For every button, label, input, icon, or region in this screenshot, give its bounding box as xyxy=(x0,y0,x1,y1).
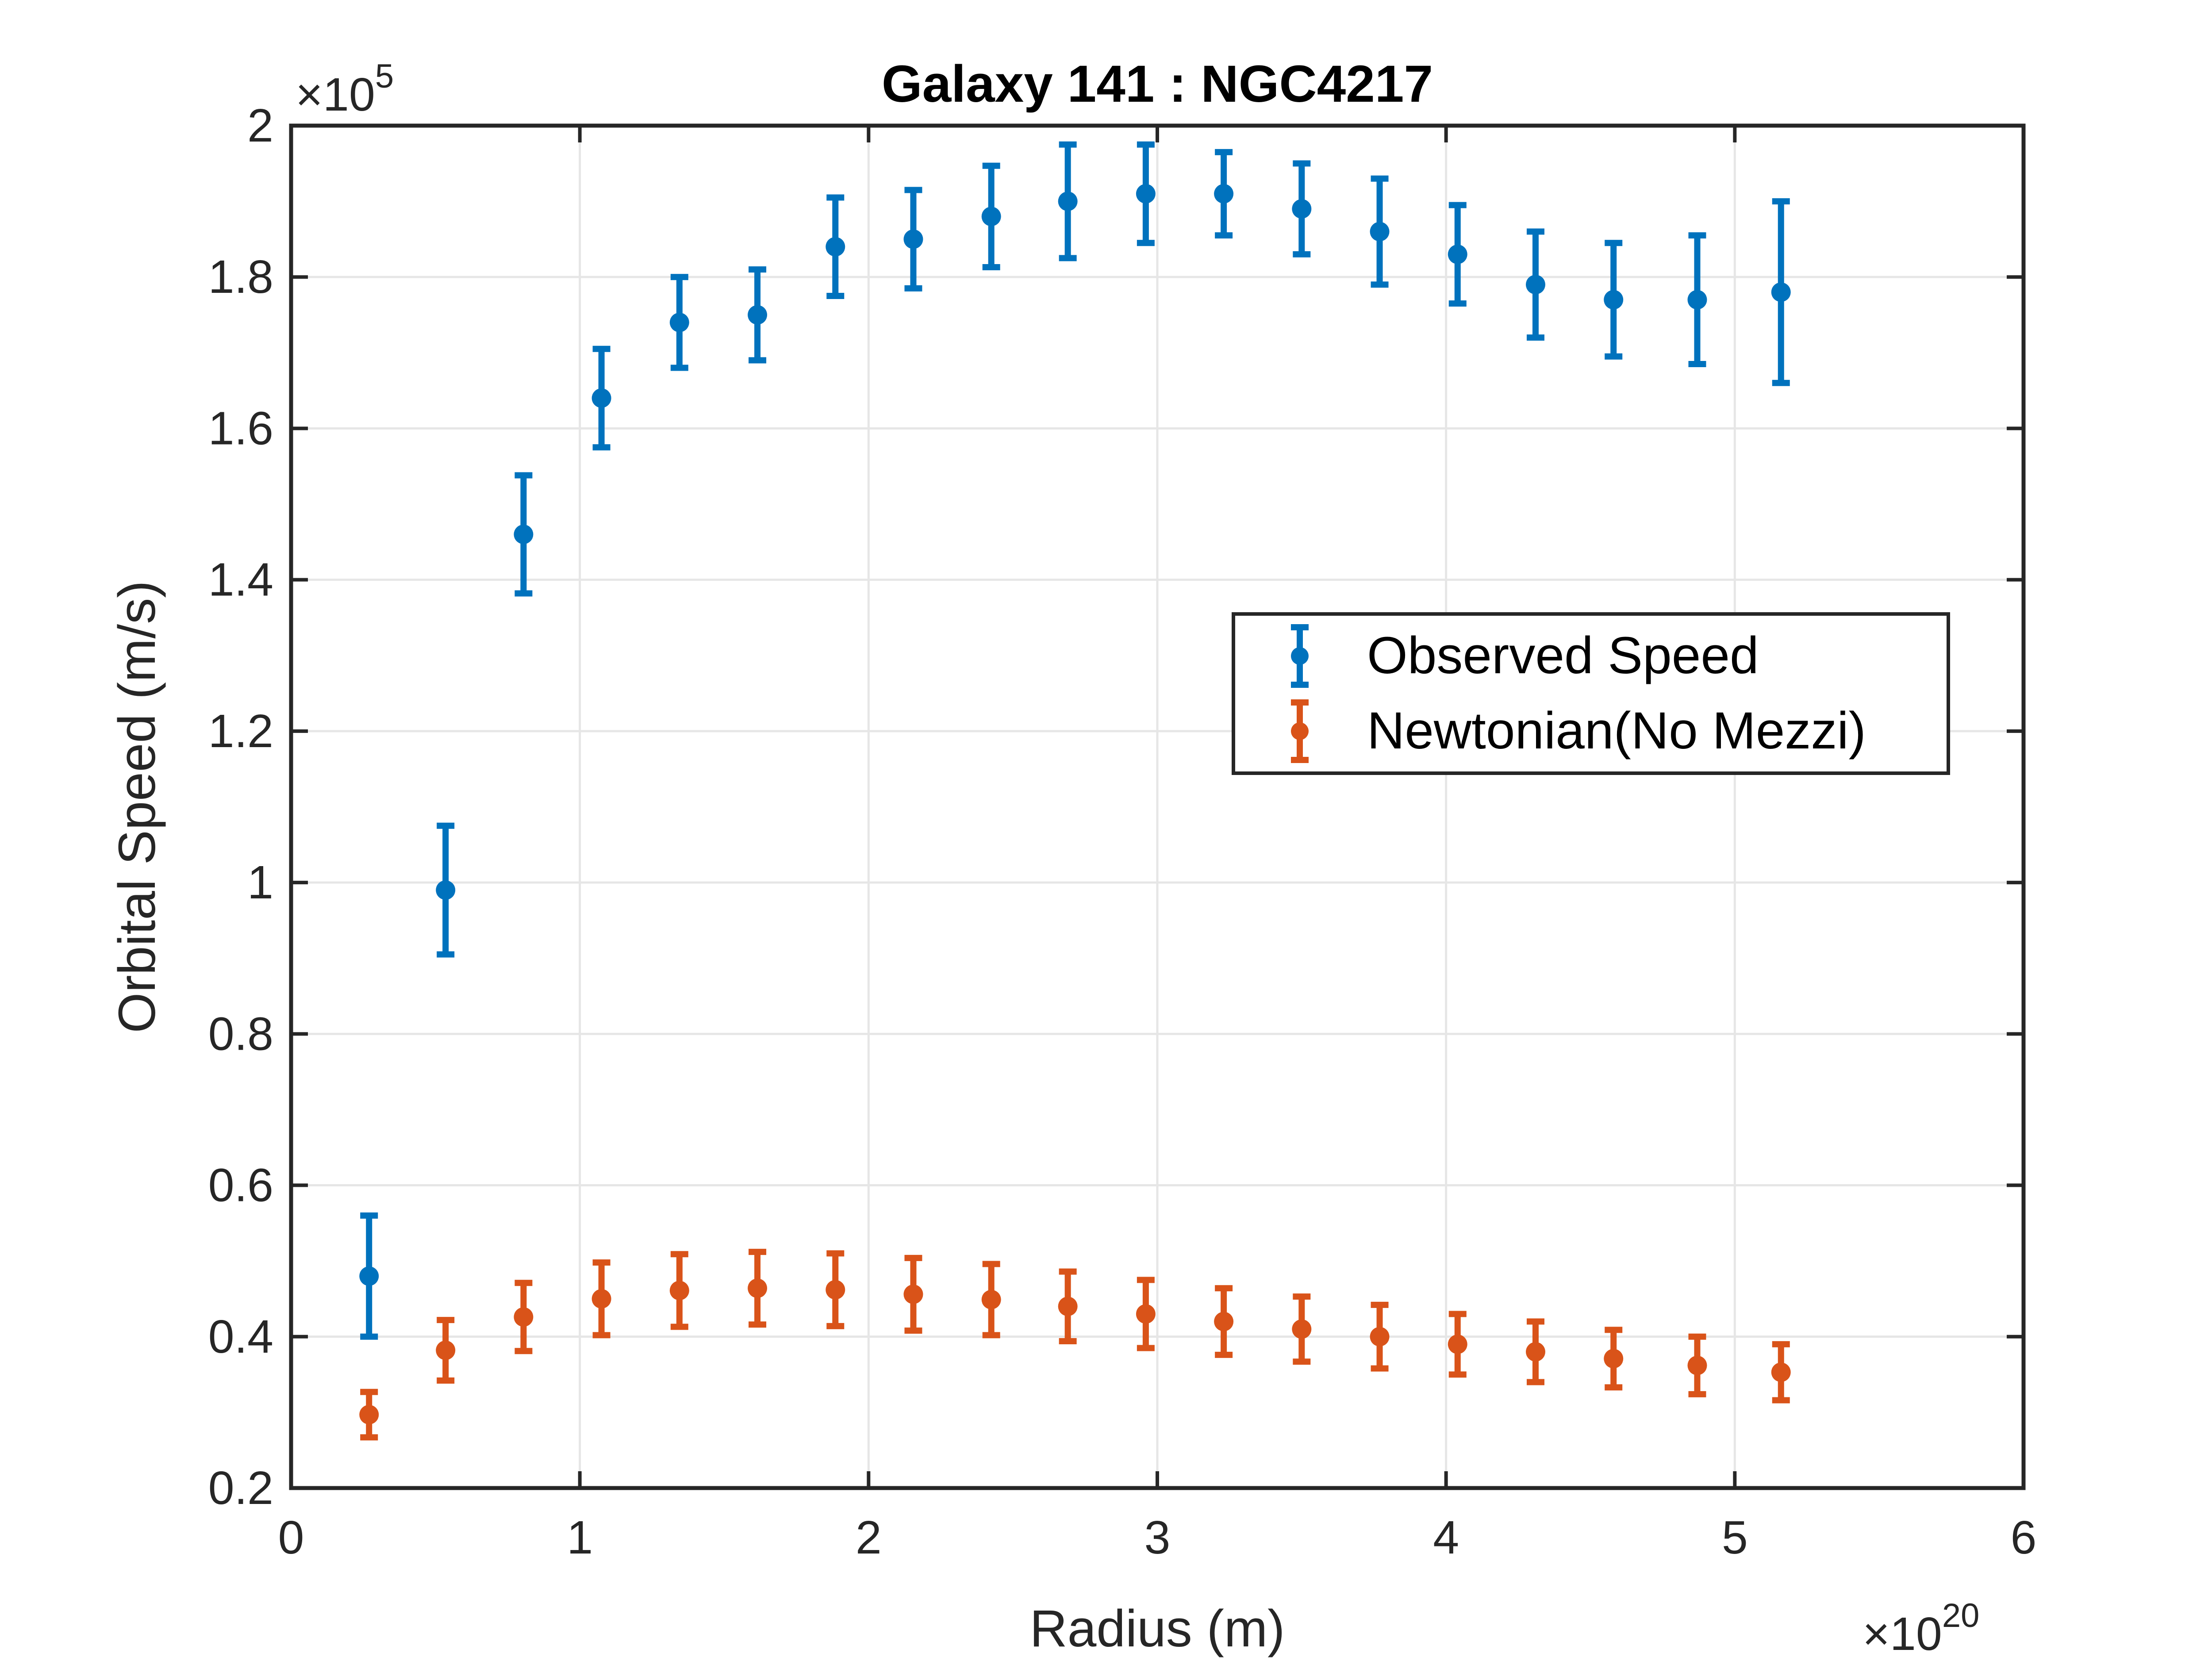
legend-marker-observed-speed xyxy=(1291,647,1309,665)
x-tick-label: 2 xyxy=(856,1511,882,1564)
data-point xyxy=(1058,1297,1078,1316)
series-observed-speed xyxy=(359,141,1791,1340)
y-tick-label: 1 xyxy=(247,856,273,909)
legend-box xyxy=(1232,612,1950,775)
data-point xyxy=(1448,244,1467,264)
y-tick-label: 1.4 xyxy=(208,554,273,606)
x-tick-label: 3 xyxy=(1144,1511,1171,1564)
data-point xyxy=(1525,1342,1545,1362)
data-point xyxy=(826,237,845,257)
y-tick-label: 2 xyxy=(247,100,273,152)
x-tick-label: 4 xyxy=(1433,1511,1459,1564)
data-point xyxy=(1687,1355,1707,1375)
data-point xyxy=(1771,1362,1791,1382)
legend: Observed Speed Newtonian(No Mezzi) xyxy=(1232,612,1950,775)
y-tick-label: 0.2 xyxy=(208,1462,273,1514)
data-point xyxy=(359,1405,379,1425)
axis-ticks: 0 1 2 3 4 5 6 0.2 0.4 0.6 0.8 1 1.2 1.4 1.6 1.8 2 xyxy=(208,100,2037,1564)
data-point xyxy=(669,312,689,332)
y-tick-label: 0.4 xyxy=(208,1311,273,1363)
legend-marker-newtonian xyxy=(1291,722,1309,740)
data-point xyxy=(981,1289,1001,1309)
data-point xyxy=(1058,192,1078,211)
data-point xyxy=(1604,290,1624,310)
x-tick-label: 6 xyxy=(2011,1511,2037,1564)
data-point xyxy=(514,525,534,544)
data-point xyxy=(514,1307,534,1327)
data-point xyxy=(669,1281,689,1300)
y-axis-label: Orbital Speed (m/s) xyxy=(108,581,166,1033)
x-tick-label: 0 xyxy=(278,1511,304,1564)
data-point xyxy=(1292,1319,1312,1339)
data-point xyxy=(903,1284,923,1304)
data-point xyxy=(748,1278,768,1298)
data-point xyxy=(436,1340,456,1360)
data-point xyxy=(748,305,768,325)
data-point xyxy=(1370,1327,1390,1346)
y-tick-label: 1.8 xyxy=(208,251,273,303)
data-point xyxy=(591,388,611,408)
x-tick-label: 1 xyxy=(567,1511,593,1564)
data-point xyxy=(359,1266,379,1286)
data-point xyxy=(1370,222,1390,242)
legend-entry-observed-speed: Observed Speed xyxy=(1291,624,1759,688)
data-point xyxy=(1214,1312,1234,1331)
data-point xyxy=(826,1280,845,1300)
plot-frame xyxy=(289,123,2026,1490)
y-tick-label: 1.2 xyxy=(208,705,273,757)
data-point xyxy=(1214,184,1234,203)
data-point xyxy=(436,880,456,900)
legend-entry-newtonian: Newtonian(No Mezzi) xyxy=(1291,699,1866,763)
y-tick-label: 1.6 xyxy=(208,402,273,454)
data-point xyxy=(903,229,923,249)
data-point xyxy=(591,1289,611,1309)
y-tick-label: 0.6 xyxy=(208,1159,273,1212)
data-point xyxy=(1771,282,1791,302)
data-point xyxy=(1448,1334,1467,1354)
chart-title: Galaxy 141 : NGC4217 xyxy=(882,55,1433,113)
legend-label-observed-speed: Observed Speed xyxy=(1367,626,1759,685)
data-point xyxy=(1525,275,1545,295)
y-exponent-label: ×105 xyxy=(296,58,394,121)
x-axis-label: Radius (m) xyxy=(1030,1600,1285,1658)
data-point xyxy=(1687,290,1707,310)
data-series xyxy=(359,141,1791,1441)
x-exponent-label: ×1020 xyxy=(1863,1597,1979,1659)
legend-label-newtonian: Newtonian(No Mezzi) xyxy=(1367,702,1866,760)
series-newtonian xyxy=(359,1249,1791,1441)
data-point xyxy=(1136,184,1156,203)
y-tick-label: 0.8 xyxy=(208,1008,273,1060)
data-point xyxy=(1136,1304,1156,1324)
data-point xyxy=(981,207,1001,226)
data-point xyxy=(1292,199,1312,219)
data-point xyxy=(1604,1349,1624,1369)
x-tick-label: 5 xyxy=(1722,1511,1748,1564)
grid xyxy=(291,126,2024,1488)
